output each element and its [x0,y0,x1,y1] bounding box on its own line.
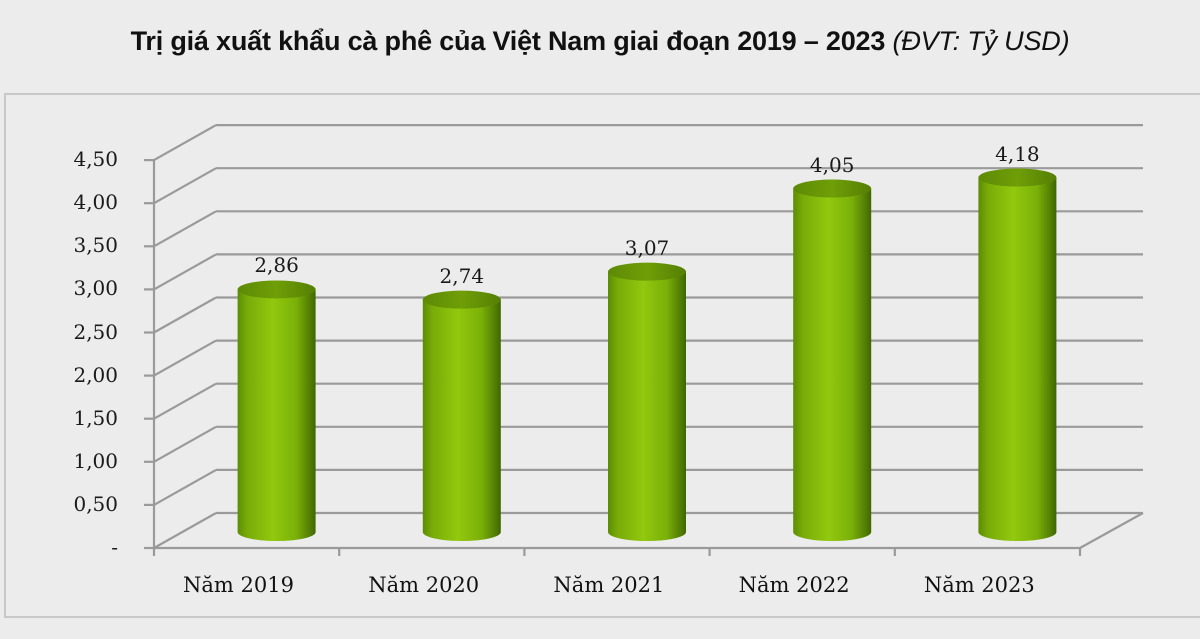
gridline [153,382,217,420]
data-label: 4,05 [809,152,855,177]
bar-cap [608,262,686,281]
bar-năm-2022 [793,179,872,541]
bar-năm-2023 [978,168,1057,541]
gridline [153,425,217,463]
bar-body [237,289,316,541]
gridline [153,339,217,377]
y-tick-label: 2,00 [73,362,118,387]
bars [237,168,1057,541]
bar-cap [422,290,501,309]
y-tick-label: - [111,535,118,559]
y-tick-label: 0,50 [73,491,118,516]
gridline [153,512,217,549]
x-tick-label: Năm 2021 [553,573,665,597]
x-tick-label: Năm 2023 [923,573,1035,597]
gridline [153,468,217,506]
gridline [153,167,217,205]
data-label: 2,74 [439,263,485,288]
bar-body [793,188,872,541]
y-tick-label: 3,50 [73,233,118,258]
bar-body [978,177,1057,541]
y-tick-label: 4,50 [73,147,118,172]
bar-cap [978,168,1057,187]
gridline [153,210,217,248]
chart-title: Trị giá xuất khẩu cà phê của Việt Nam gi… [0,26,1200,57]
y-tick-label: 1,50 [73,405,118,430]
bar-body [422,299,501,541]
gridline [153,253,217,291]
bar-năm-2021 [608,262,686,541]
chart-frame [4,93,1200,618]
y-tick-label: 1,00 [73,448,118,473]
bar-năm-2019 [237,280,316,541]
data-label: 3,07 [624,235,670,260]
x-tick-label: Năm 2019 [183,573,294,597]
y-tick-label: 4,00 [73,190,118,215]
bar-cap [793,179,872,198]
x-tick-label: Năm 2022 [738,573,850,597]
gridline [1079,512,1144,549]
chart-title-main: Trị giá xuất khẩu cà phê của Việt Nam gi… [130,26,886,56]
x-tick-label: Năm 2020 [368,573,480,597]
bar-cap [237,280,316,299]
y-tick-label: 2,50 [73,319,118,344]
bar-năm-2020 [422,290,501,541]
bar-body [608,271,686,541]
chart-title-unit: (ĐVT: Tỷ USD) [892,26,1070,56]
gridline [153,296,217,334]
data-label: 2,86 [254,253,299,278]
data-label: 4,18 [995,141,1040,166]
y-tick-label: 3,00 [73,276,118,301]
gridline [153,124,217,162]
